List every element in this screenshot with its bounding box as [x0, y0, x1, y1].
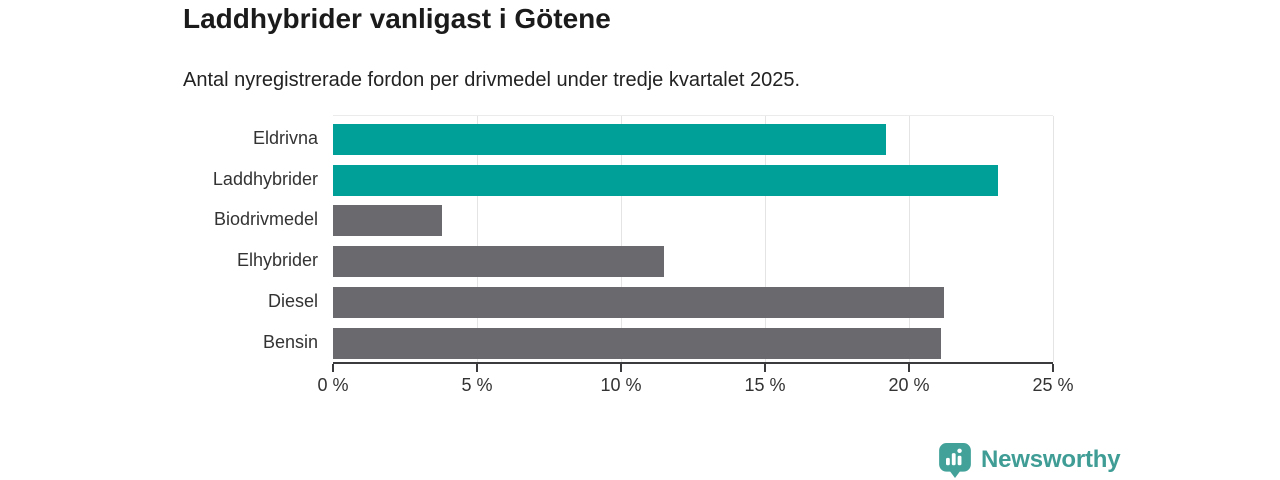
- category-label-diesel: Diesel: [267, 290, 318, 311]
- chart-title: Laddhybrider vanligast i Götene: [183, 3, 611, 34]
- newsworthy-chart-bubble-icon: [939, 443, 971, 478]
- category-label-elhybrider: Elhybrider: [236, 250, 318, 271]
- gridline: [909, 116, 910, 362]
- x-axis-tick-label: 0 %: [317, 375, 349, 395]
- chart-subtitle: Antal nyregistrerade fordon per drivmede…: [183, 69, 801, 91]
- plot-area: [333, 115, 1054, 364]
- x-axis-tick: [332, 364, 334, 372]
- category-label-laddhybrider: Laddhybrider: [212, 168, 318, 189]
- x-axis-tick-label: 20 %: [888, 375, 930, 395]
- x-axis-tick-label: 25 %: [1032, 375, 1074, 395]
- x-axis-tick: [1052, 364, 1054, 372]
- newsworthy-logo-link[interactable]: Newsworthy: [938, 442, 1121, 478]
- gridline: [477, 116, 478, 362]
- newsworthy-wordmark: Newsworthy: [981, 446, 1121, 473]
- x-axis-tick-label: 10 %: [600, 375, 642, 395]
- x-axis-tick: [620, 364, 622, 372]
- gridline: [765, 116, 766, 362]
- bar-eldrivna: [333, 124, 886, 155]
- category-label-eldrivna: Eldrivna: [252, 128, 318, 148]
- x-axis-tick: [908, 364, 910, 372]
- x-axis-tick: [764, 364, 766, 372]
- bar-laddhybrider: [333, 164, 999, 196]
- bar-diesel: [333, 286, 944, 318]
- category-label-biodrivmedel: Biodrivmedel: [213, 209, 318, 230]
- x-axis-tick-label: 5 %: [461, 375, 493, 395]
- gridline: [1053, 116, 1054, 362]
- bar-bensin: [333, 327, 941, 359]
- x-axis-tick: [476, 364, 478, 372]
- bar-biodrivmedel: [333, 205, 443, 237]
- category-label-bensin: Bensin: [262, 331, 318, 352]
- gridline: [621, 116, 622, 362]
- x-axis: 0 % 5 % 10 % 15 % 20 % 25 %: [317, 364, 1074, 414]
- x-axis-tick-label: 15 %: [744, 375, 786, 395]
- bar-elhybrider: [333, 246, 665, 278]
